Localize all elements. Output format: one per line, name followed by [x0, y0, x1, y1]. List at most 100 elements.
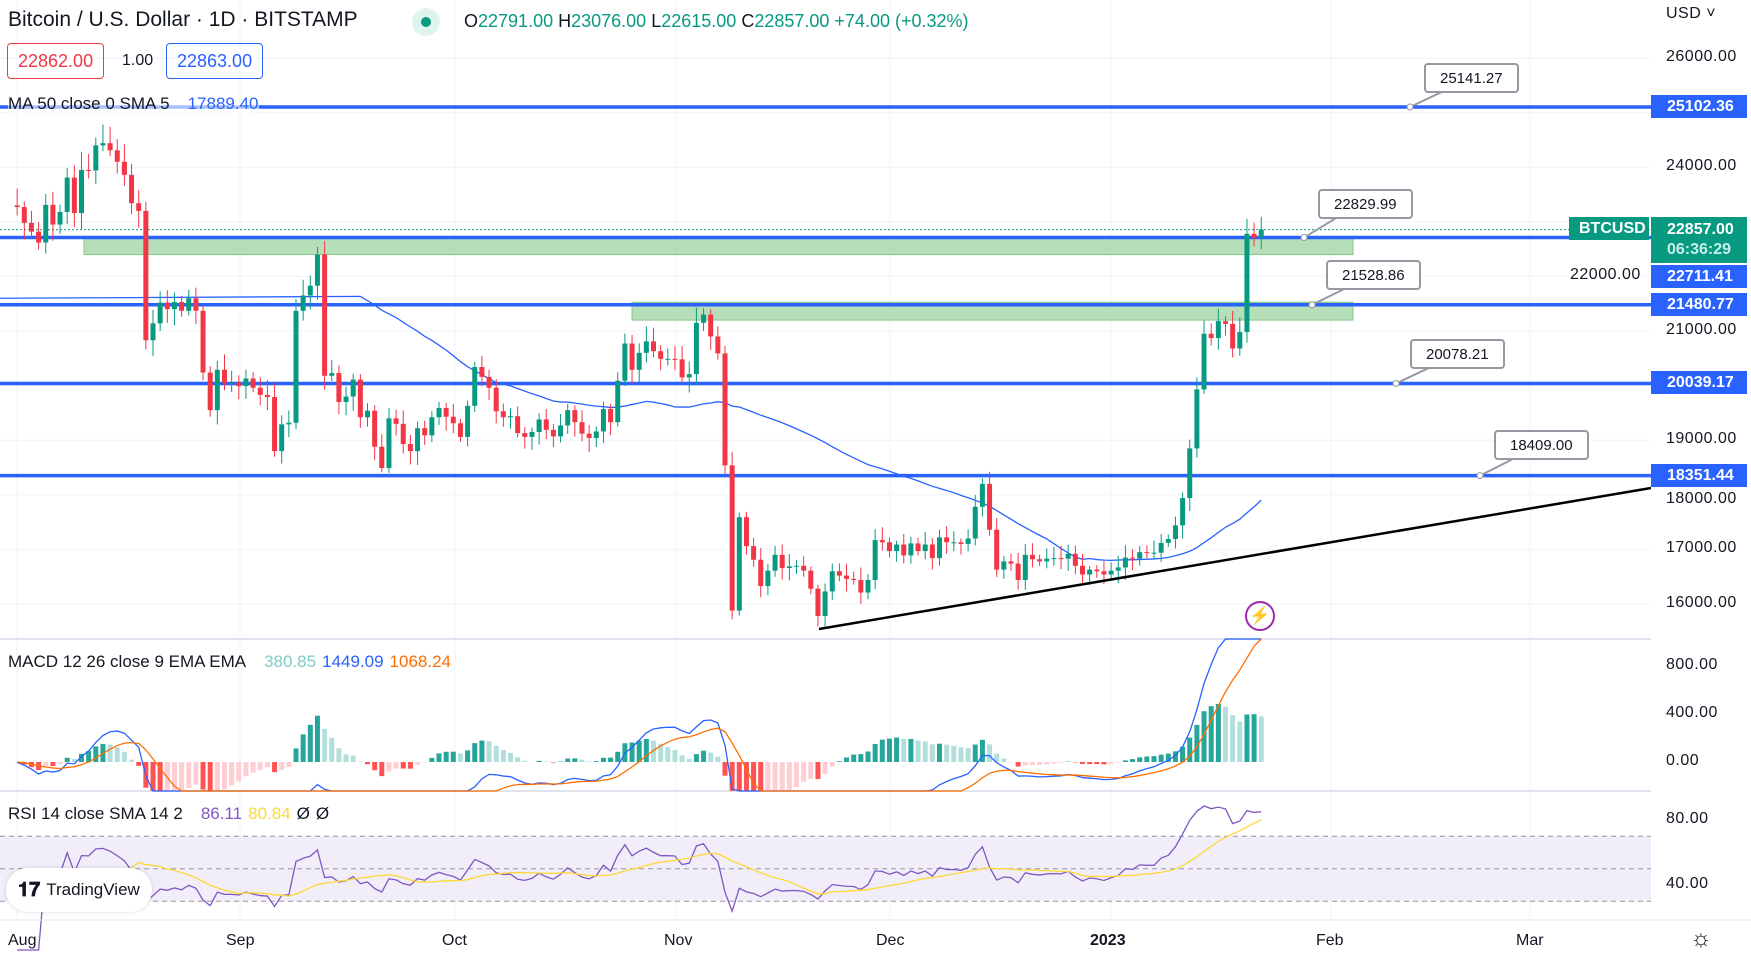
candle-body [372, 410, 378, 447]
macd-histogram-bar [915, 740, 921, 762]
candle-body [500, 411, 506, 418]
candle-body [751, 546, 757, 560]
price-axis-label: 17000.00 [1666, 539, 1737, 557]
macd-histogram-bar [901, 739, 907, 762]
candle-body [493, 387, 499, 412]
macd-histogram-bar [71, 759, 77, 762]
candle-body [808, 570, 814, 589]
currency-dropdown[interactable]: USD ˅ [1666, 5, 1717, 22]
candle-body [415, 428, 421, 452]
candle-body [794, 565, 799, 567]
candle-body [193, 298, 199, 311]
macd-histogram-bar [944, 744, 950, 762]
macd-histogram-bar [600, 757, 606, 762]
price-callout[interactable]: 20078.21 [1410, 339, 1505, 370]
candle-body [436, 407, 442, 418]
candle-body [93, 145, 99, 171]
macd-histogram-bar [436, 753, 442, 762]
price-callout[interactable]: 25141.27 [1424, 62, 1519, 93]
macd-histogram-bar [307, 724, 313, 762]
rsi-axis-label: 40.00 [1666, 875, 1709, 892]
candle-body [858, 579, 864, 593]
macd-histogram-bar [765, 762, 771, 791]
candle-body [14, 205, 20, 208]
callout-anchor [1406, 103, 1414, 111]
lightning-event-icon[interactable]: ⚡ [1245, 601, 1275, 631]
macd-histogram-bar [1015, 762, 1021, 767]
macd-histogram-bar [701, 750, 707, 762]
candle-body [222, 369, 227, 383]
candle-body [1244, 233, 1250, 333]
settings-sun-icon[interactable]: ☼ [1690, 925, 1712, 952]
price-callout[interactable]: 22829.99 [1318, 189, 1413, 220]
macd-histogram-bar [329, 737, 335, 762]
macd-histogram-bar [794, 762, 799, 788]
candle-body [522, 433, 528, 437]
macd-histogram-bar [64, 757, 70, 762]
macd-legend[interactable]: MACD 12 26 close 9 EMA EMA 380.85 1449.09 1… [8, 652, 451, 671]
candle-body [21, 207, 27, 223]
macd-histogram-bar [214, 762, 220, 791]
ma-legend[interactable]: MA 50 close 0 SMA 5 17889.40 [8, 94, 259, 114]
candle-body [114, 150, 120, 162]
candle-body [865, 579, 871, 593]
macd-histogram-bar [629, 742, 635, 762]
macd-histogram-bar [393, 762, 399, 769]
macd-histogram-bar [815, 762, 821, 780]
candle-body [1122, 557, 1128, 568]
macd-histogram-bar [715, 756, 721, 762]
time-axis-label: Oct [442, 932, 467, 949]
candle-body [786, 566, 792, 568]
macd-histogram-bar [1037, 762, 1043, 765]
candle-body [407, 444, 413, 452]
candle-body [944, 537, 950, 543]
candle-body [929, 544, 935, 559]
candle-body [179, 302, 185, 311]
candle-body [515, 416, 521, 434]
tradingview-logo[interactable]: 𝟏𝟕 TradingView [6, 868, 152, 912]
macd-histogram-bar [558, 761, 564, 762]
macd-histogram-bar [929, 744, 935, 762]
macd-histogram-bar [972, 744, 978, 762]
sell-button[interactable]: 22862.00 [7, 43, 105, 79]
macd-histogram-bar [1223, 706, 1228, 762]
macd-histogram-bar [951, 745, 957, 762]
candle-body [1015, 563, 1021, 580]
macd-histogram-bar [922, 741, 928, 762]
macd-histogram-bar [1180, 746, 1186, 762]
macd-histogram-bar [1087, 762, 1093, 765]
callout-anchor [1392, 379, 1400, 387]
candle-body [915, 543, 921, 552]
candle-body [600, 409, 606, 432]
candle-body [121, 161, 127, 175]
quantity[interactable]: 1.00 [122, 52, 154, 69]
rsi-legend[interactable]: RSI 14 close SMA 14 2 86.11 80.84 Ø Ø [8, 804, 330, 823]
price-callout[interactable]: 21528.86 [1326, 260, 1421, 291]
buy-button[interactable]: 22863.00 [166, 43, 264, 79]
macd-histogram-bar [1115, 762, 1121, 763]
price-callout[interactable]: 18409.00 [1494, 430, 1589, 461]
candle-body [150, 323, 156, 341]
candle-body [57, 211, 63, 225]
candle-body [157, 302, 163, 324]
candle-body [1108, 570, 1114, 575]
candle-body [801, 565, 807, 571]
symbol-tag: BTCUSD [1569, 217, 1649, 240]
candle-body [1087, 569, 1093, 575]
time-axis-label: Feb [1316, 932, 1344, 949]
callout-pointer [1303, 217, 1337, 239]
candle-body [422, 428, 428, 436]
macd-histogram-bar [822, 762, 828, 775]
symbol-title[interactable]: Bitcoin / U.S. Dollar · 1D · BITSTAMP [8, 8, 358, 31]
macd-axis-label: 400.00 [1666, 704, 1718, 721]
candle-body [643, 341, 649, 353]
candle-body [922, 544, 928, 552]
price-level-tag: 25102.36 [1651, 95, 1747, 118]
candle-body [1137, 552, 1143, 559]
macd-histogram-bar [658, 743, 664, 762]
candle-body [1094, 569, 1100, 572]
macd-histogram-bar [472, 743, 478, 762]
candle-body [379, 446, 385, 469]
macd-histogram-bar [415, 762, 421, 765]
macd-histogram-bar [136, 762, 142, 766]
